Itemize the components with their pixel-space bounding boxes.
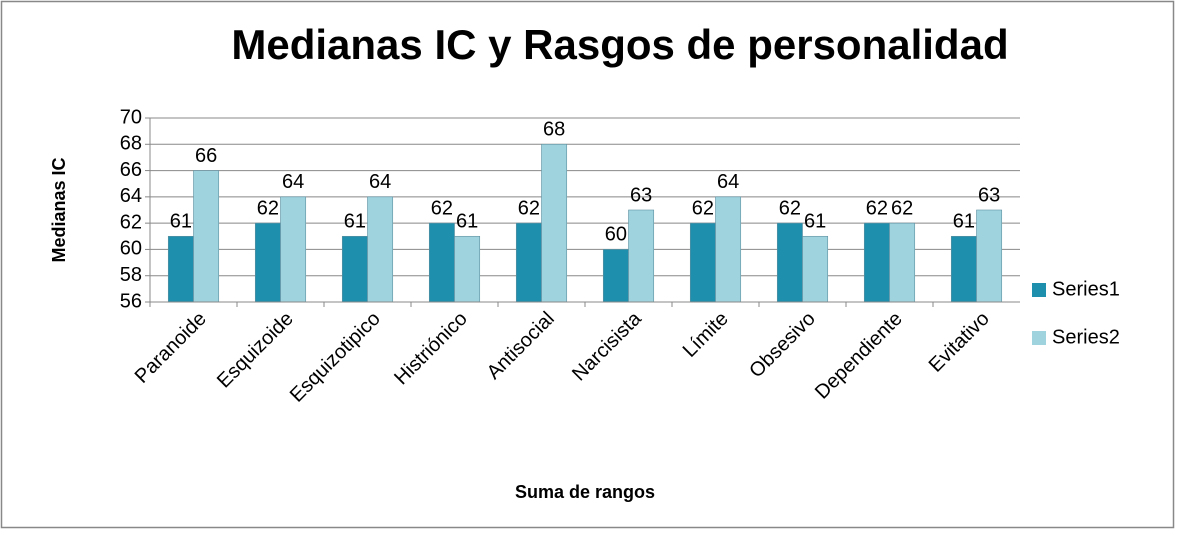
y-tick-label: 62 (120, 211, 142, 233)
bar (428, 222, 455, 303)
bar (689, 222, 716, 303)
legend-swatch (1032, 283, 1046, 297)
y-tick-label: 60 (120, 238, 142, 260)
data-label: 62 (779, 197, 801, 219)
bar (802, 235, 829, 303)
data-label: 62 (891, 197, 913, 219)
bar (889, 222, 916, 303)
data-label: 61 (170, 211, 192, 233)
data-label: 60 (605, 224, 627, 246)
bar (254, 222, 281, 303)
bar (715, 196, 742, 303)
data-label: 62 (692, 197, 714, 219)
data-label: 66 (195, 145, 217, 167)
data-label: 61 (953, 211, 975, 233)
chart-title: Medianas IC y Rasgos de personalidad (231, 21, 1008, 68)
y-tick-label: 70 (120, 106, 142, 128)
legend-swatch (1032, 331, 1046, 345)
data-label: 61 (344, 211, 366, 233)
bar (515, 222, 542, 303)
data-label: 64 (717, 171, 739, 193)
y-tick-label: 58 (120, 264, 142, 286)
bar (341, 235, 368, 303)
y-tick-label: 66 (120, 159, 142, 181)
bar (167, 235, 194, 303)
bar (863, 222, 890, 303)
data-label: 62 (518, 197, 540, 219)
x-axis-title: Suma de rangos (515, 482, 655, 502)
data-label: 62 (257, 197, 279, 219)
y-axis-title: Medianas IC (49, 157, 69, 262)
y-tick-label: 68 (120, 133, 142, 155)
bar (454, 235, 481, 303)
bar (776, 222, 803, 303)
data-label: 63 (978, 184, 1000, 206)
data-label: 68 (543, 119, 565, 141)
bar (628, 209, 655, 303)
bar (280, 196, 307, 303)
y-tick-label: 56 (120, 290, 142, 312)
legend-label: Series2 (1052, 326, 1120, 348)
bar (541, 143, 568, 303)
data-label: 62 (866, 197, 888, 219)
bar (602, 249, 629, 303)
y-tick-label: 64 (120, 185, 142, 207)
bar (976, 209, 1003, 303)
data-label: 62 (431, 197, 453, 219)
bar (367, 196, 394, 303)
legend-label: Series1 (1052, 278, 1120, 300)
data-label: 64 (369, 171, 391, 193)
data-label: 64 (282, 171, 304, 193)
data-label: 61 (456, 211, 478, 233)
data-label: 63 (630, 184, 652, 206)
bar (193, 170, 220, 303)
bar (950, 235, 977, 303)
data-label: 61 (804, 211, 826, 233)
